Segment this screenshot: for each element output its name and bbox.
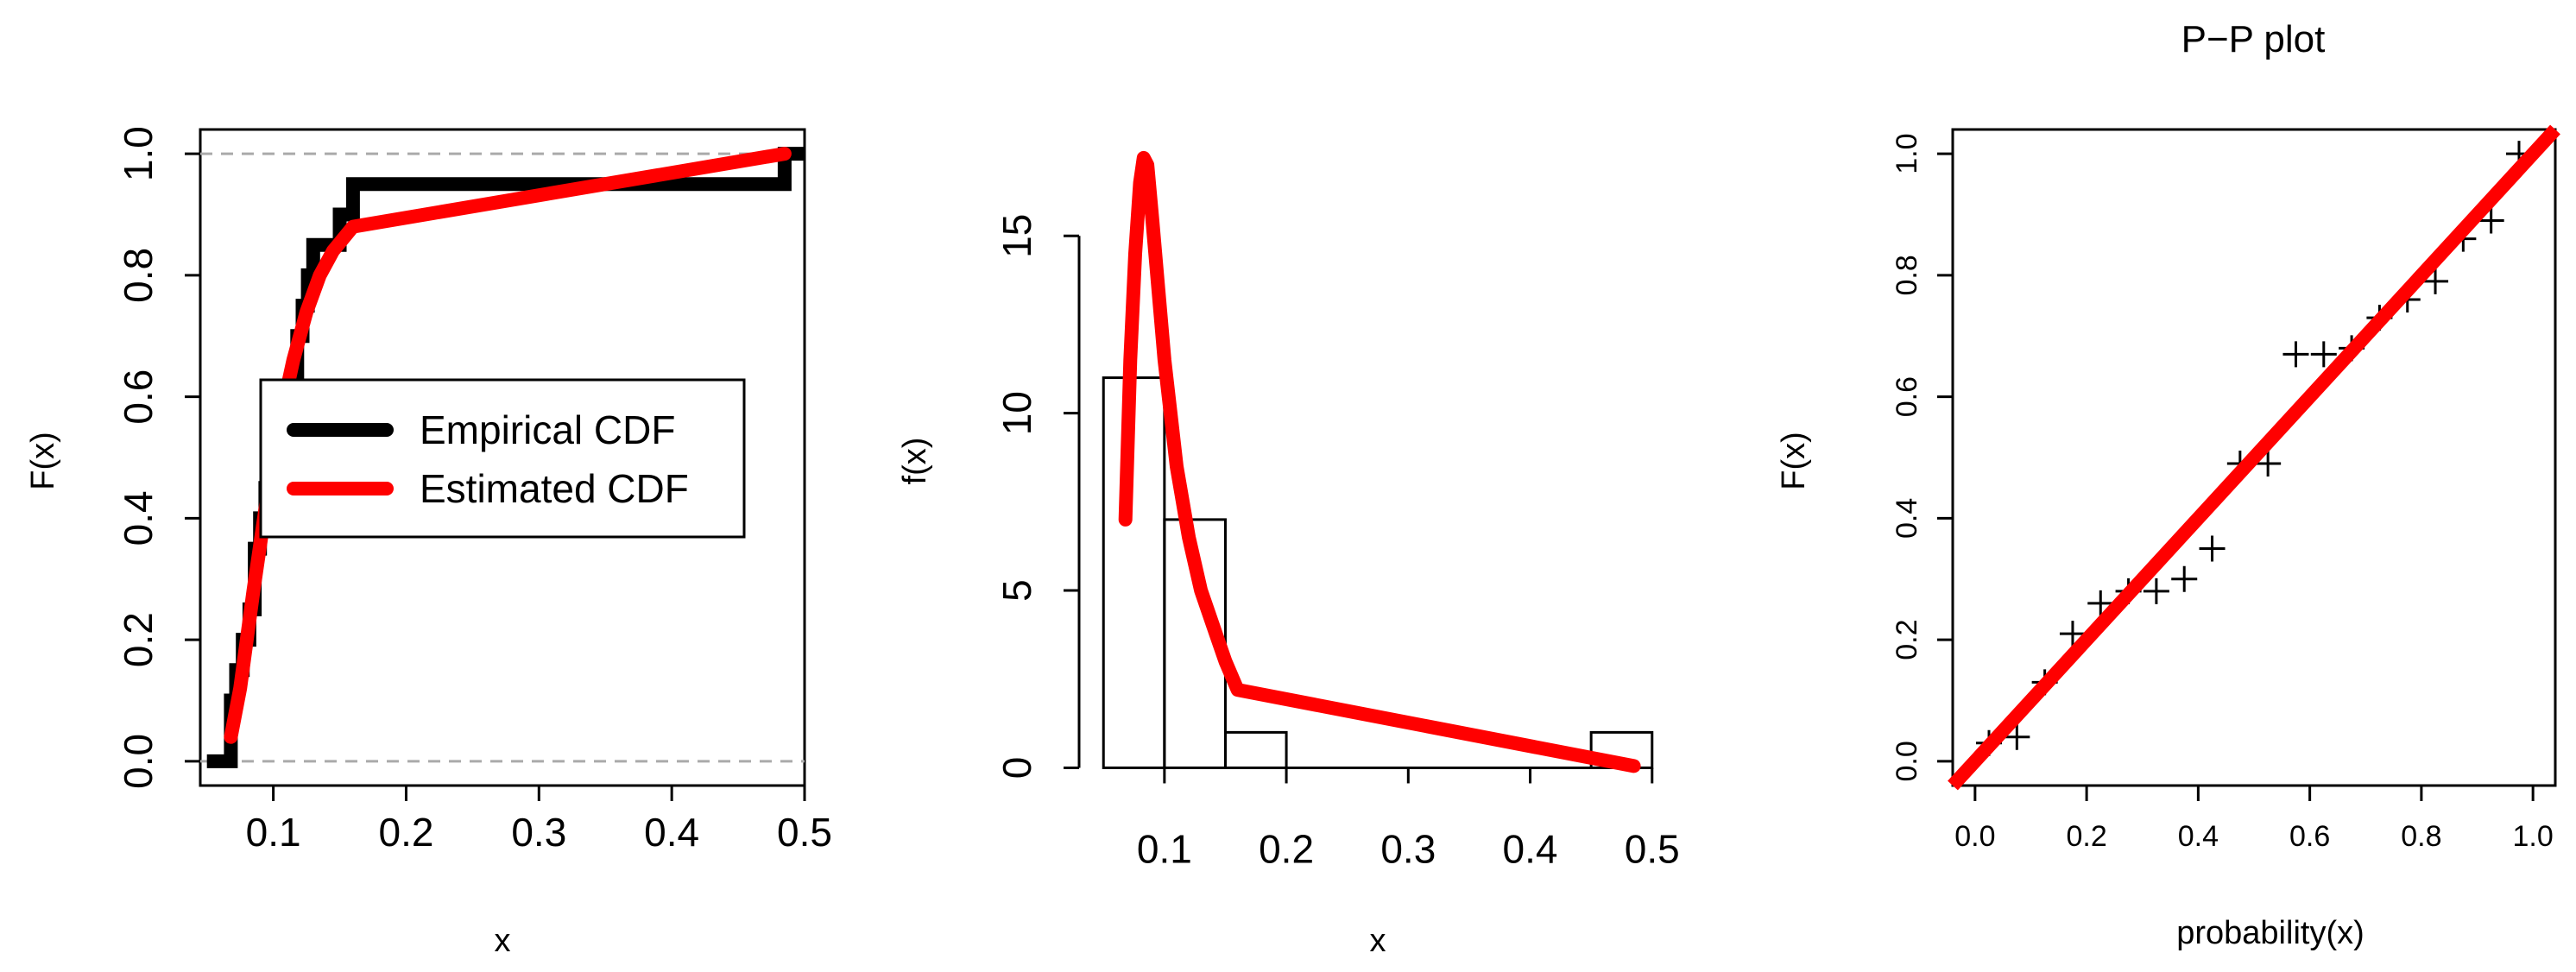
pp-y-tick-label: 0.2 [1891, 619, 1923, 660]
pp-panel-title: P−P plot [2181, 18, 2326, 60]
density-y-tick-label: 5 [994, 579, 1039, 602]
density-y-tick-label: 15 [994, 214, 1039, 258]
density-curve [1118, 150, 1641, 773]
cdf-x-tick-label: 0.5 [777, 810, 832, 855]
pp-x-tick-label: 1.0 [2513, 820, 2554, 853]
cdf-y-tick-label: 0.4 [116, 490, 161, 546]
cdf-y-tick-label: 1.0 [116, 126, 161, 181]
density-x-tick-label: 0.5 [1625, 826, 1680, 871]
pp-x-tick-label: 0.8 [2401, 820, 2441, 853]
pp-y-tick-label: 0.4 [1891, 498, 1923, 539]
cdf-x-tick-label: 0.4 [644, 810, 699, 855]
cdf-y-tick-label: 0.6 [116, 369, 161, 425]
estimated-cdf-line [224, 147, 792, 744]
density-x-tick-label: 0.1 [1137, 826, 1192, 871]
density-y-tick-label: 10 [994, 391, 1039, 435]
pp-point [2004, 723, 2030, 750]
density-x-tick-label: 0.4 [1503, 826, 1558, 871]
density-y-tick-label: 0 [994, 757, 1039, 779]
legend-empirical-label: Empirical CDF [420, 407, 675, 452]
pp-y-axis-label: F(x) [1776, 432, 1812, 490]
pp-y-tick-label: 0.6 [1891, 376, 1923, 417]
pp-point [2087, 590, 2114, 616]
cdf-y-tick-label: 0.2 [116, 612, 161, 667]
cdf-y-tick-label: 0.0 [116, 734, 161, 789]
pp-y-tick-label: 0.0 [1891, 741, 1923, 781]
pp-point [2171, 565, 2198, 592]
pp-y-tick-label: 0.8 [1891, 255, 1923, 295]
density-panel: x f(x) 0.1 0.2 0.3 0.4 0.5 0 5 10 15 [897, 150, 1680, 959]
cdf-legend: Empirical CDF Estimated CDF [259, 378, 746, 539]
pp-x-tick-label: 0.4 [2178, 820, 2219, 853]
legend-estimated-label: Estimated CDF [420, 466, 689, 511]
cdf-x-tick-label: 0.3 [511, 810, 566, 855]
pp-point [2199, 535, 2226, 562]
pp-point [2255, 451, 2282, 477]
pp-point [2422, 268, 2449, 294]
cdf-x-tick-label: 0.1 [246, 810, 301, 855]
cdf-legend-box [259, 378, 746, 539]
pp-point [2282, 341, 2309, 368]
pp-panel: P−P plot probability(x) F(x) 0.0 0.2 0.4 0.… [1776, 18, 2560, 951]
pp-x-axis-label: probability(x) [2176, 915, 2364, 951]
cdf-y-axis-label: F(x) [25, 432, 61, 490]
cdf-x-tick-label: 0.2 [378, 810, 433, 855]
density-x-tick-label: 0.2 [1259, 826, 1314, 871]
pp-point [2143, 578, 2169, 604]
density-x-axis-label: x [1370, 923, 1386, 959]
density-y-axis-label: f(x) [897, 438, 933, 485]
pp-x-tick-label: 0.6 [2289, 820, 2330, 853]
histogram-bar [1223, 730, 1288, 769]
cdf-y-tick-label: 0.8 [116, 248, 161, 303]
cdf-panel: x F(x) 0.1 0.2 0.3 0.4 0.5 0.0 0.2 0.4 0.6 0.8 1.0… [25, 126, 832, 959]
pp-reference-line [1948, 124, 2560, 791]
pp-point [2478, 207, 2504, 234]
pp-y-tick-label: 1.0 [1891, 134, 1923, 174]
pp-point [2059, 621, 2086, 647]
density-x-tick-label: 0.3 [1380, 826, 1436, 871]
pp-point [2310, 341, 2337, 368]
cdf-x-axis-label: x [495, 923, 511, 959]
pp-x-tick-label: 0.0 [1954, 820, 1995, 853]
pp-x-tick-label: 0.2 [2066, 820, 2106, 853]
